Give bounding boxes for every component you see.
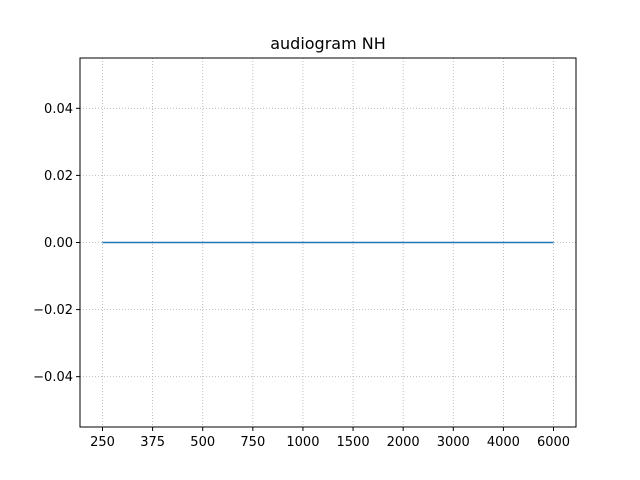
y-tick-label: −0.04 [33, 370, 73, 385]
x-tick-label: 375 [140, 435, 165, 450]
x-tick-label: 3000 [437, 435, 470, 450]
y-axis: 0.04 0.02 0.00 −0.02 −0.04 [33, 102, 80, 385]
x-tick-label: 6000 [537, 435, 570, 450]
x-axis: 250 375 500 750 1000 1500 2000 3000 4000 6000 [90, 427, 570, 450]
x-tick-label: 750 [240, 435, 265, 450]
x-tick-label: 4000 [487, 435, 520, 450]
y-tick-label: −0.02 [33, 303, 73, 318]
y-tick-label: 0.02 [44, 169, 73, 184]
y-tick-label: 0.00 [44, 236, 73, 251]
y-tick-label: 0.04 [44, 102, 73, 117]
x-tick-label: 500 [190, 435, 215, 450]
x-tick-label: 2000 [387, 435, 420, 450]
x-tick-label: 250 [90, 435, 115, 450]
chart-title: audiogram NH [270, 34, 386, 53]
x-tick-label: 1000 [286, 435, 319, 450]
x-tick-label: 1500 [337, 435, 370, 450]
